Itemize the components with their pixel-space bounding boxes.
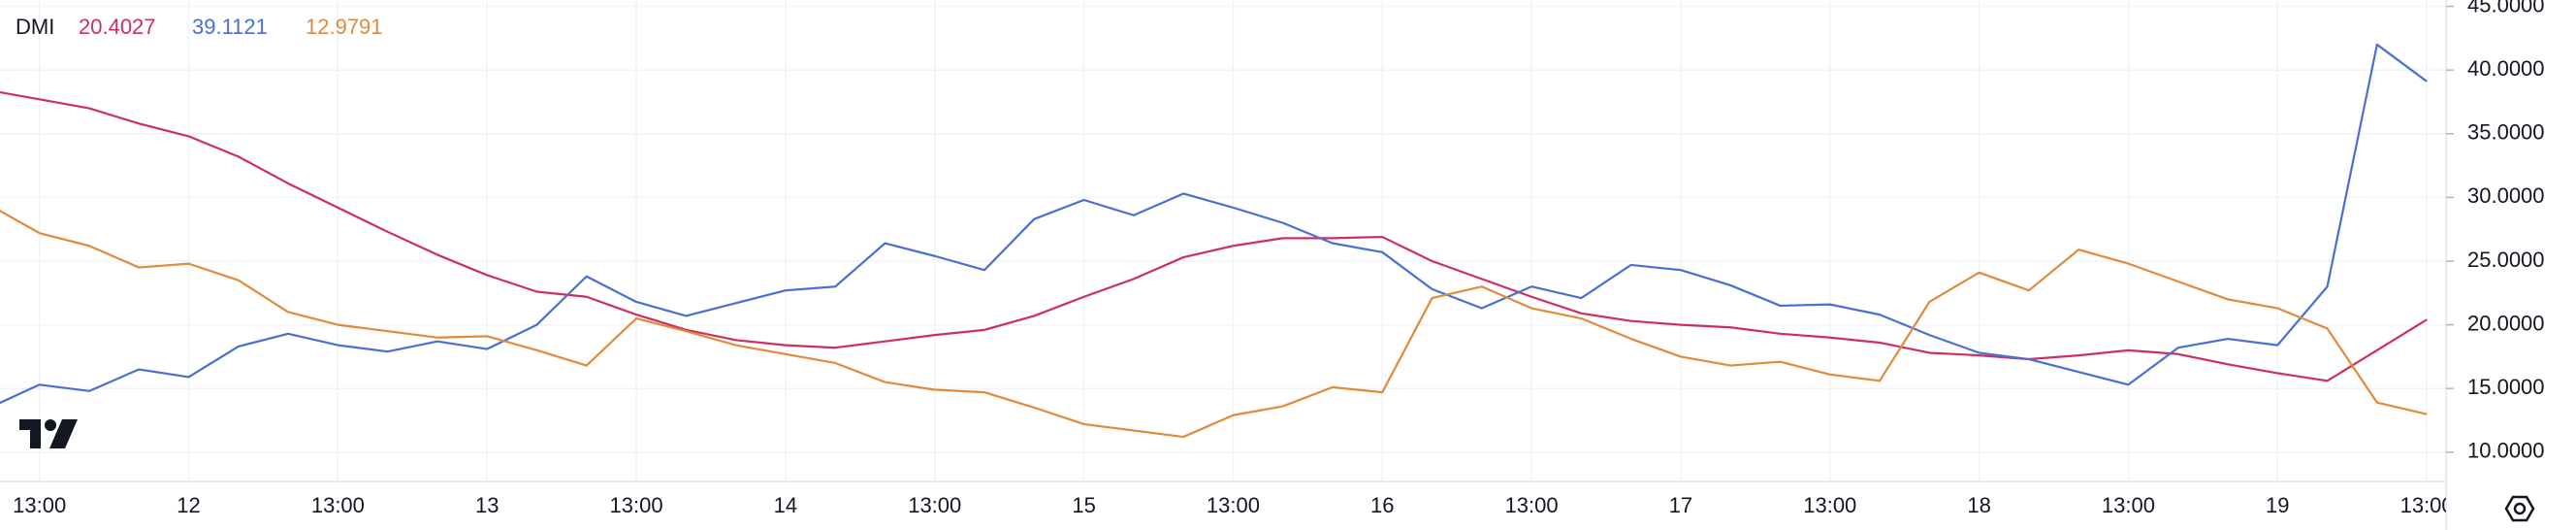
series-line [0,43,2428,405]
x-tick-label: 17 [1669,493,1692,517]
x-tick-label: 13:00 [1207,493,1260,517]
legend-value: 20.4027 [79,15,156,39]
series-line [0,209,2428,439]
tradingview-logo [19,419,78,448]
x-tick-label: 18 [1967,493,1990,517]
x-tick-label: 14 [774,493,797,517]
settings-icon[interactable] [2504,495,2535,522]
x-tick-label: 13:00 [311,493,365,517]
x-tick-label: 13:00 [13,493,66,517]
grid [0,0,2446,481]
legend-title: DMI [16,15,54,39]
x-tick-label: 19 [2266,493,2289,517]
y-tick-label: 45.0000 [2467,0,2545,17]
plot-area [0,43,2428,439]
y-tick-label: 10.0000 [2467,439,2545,463]
y-tick-label: 20.0000 [2467,311,2545,335]
y-tick-label: 15.0000 [2467,375,2545,399]
legend-value: 39.1121 [192,15,268,39]
y-tick-label: 25.0000 [2467,248,2545,272]
legend: DMI 20.4027 39.1121 12.9791 [16,15,383,39]
x-tick-label: 13:00 [908,493,961,517]
y-tick-label: 30.0000 [2467,183,2545,208]
x-tick-label: 13 [475,493,499,517]
legend-value: 12.9791 [306,15,383,39]
y-tick-label: 40.0000 [2467,56,2545,81]
x-tick-label: 12 [177,493,200,517]
x-axis: 13:00 12 13:00 13 13:00 14 13:00 15 13:00 16 13:00… [13,493,2454,517]
x-tick-label: 13:00 [2400,493,2454,517]
y-axis: 10.0000 15.0000 20.0000 25.0000 30.0000 35.00… [2446,0,2545,463]
x-tick-label: 13:00 [2102,493,2155,517]
x-tick-label: 15 [1072,493,1095,517]
x-tick-label: 13:00 [1505,493,1559,517]
x-tick-label: 16 [1370,493,1394,517]
y-tick-label: 35.0000 [2467,120,2545,145]
x-tick-label: 13:00 [610,493,663,517]
x-tick-label: 13:00 [1803,493,1856,517]
